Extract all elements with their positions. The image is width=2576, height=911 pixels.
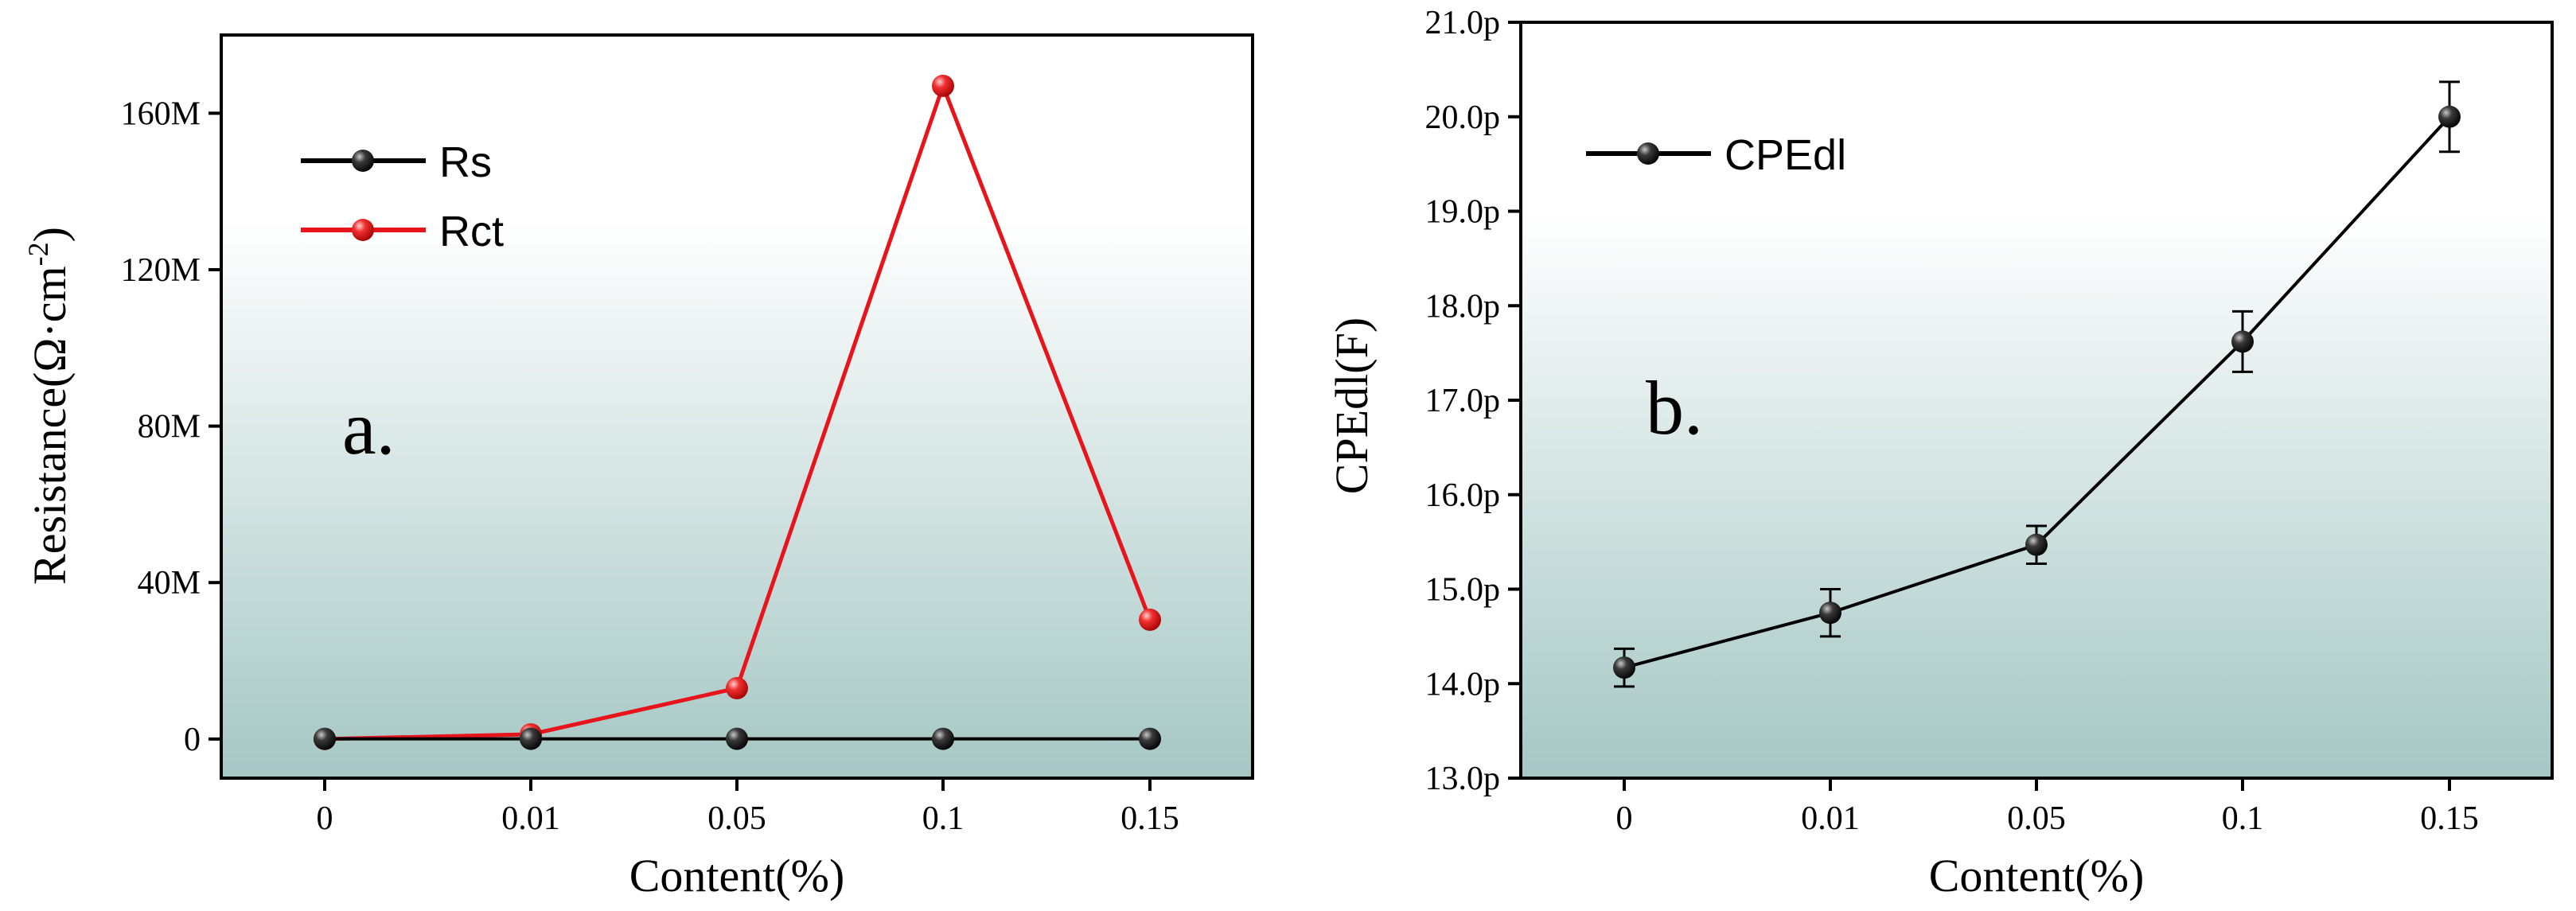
legend-marker-rct bbox=[352, 219, 374, 241]
chart-panel-b: 13.0p 14.0p 15.0p 16.0p 17.0p 18.0p 19.0p 20.0p… bbox=[1326, 5, 2554, 901]
data-points-b bbox=[1613, 105, 2461, 679]
x-tick-label: 0.01 bbox=[501, 800, 560, 837]
x-tick-label: 0.05 bbox=[707, 800, 766, 837]
axes-a: 0 40M 80M 120M 160M 0 0.01 0.05 0.1 0.15 bbox=[121, 95, 1179, 837]
x-tick-label: 0.15 bbox=[1120, 800, 1179, 837]
x-axis-title-b: Content(%) bbox=[1929, 850, 2145, 901]
legend-label-rs: Rs bbox=[439, 138, 492, 186]
data-point-cpedl bbox=[2025, 533, 2048, 556]
y-tick-label: 160M bbox=[121, 95, 201, 132]
legend-a: Rs Rct bbox=[301, 138, 504, 255]
legend-label-cpedl: CPEdl bbox=[1724, 131, 1846, 179]
legend-marker-cpedl bbox=[1637, 142, 1659, 165]
x-tick-label: 0 bbox=[1616, 800, 1633, 837]
x-tick-label: 0.1 bbox=[922, 800, 965, 837]
data-point-rs bbox=[1139, 727, 1161, 750]
x-axis-title-a: Content(%) bbox=[629, 850, 845, 901]
y-tick-label: 14.0p bbox=[1425, 666, 1501, 703]
y-axis-title-b: CPEdl(F) bbox=[1326, 317, 1378, 494]
y-tick-label: 19.0p bbox=[1425, 194, 1501, 231]
y-tick-label: 13.0p bbox=[1425, 761, 1501, 797]
data-point-rs bbox=[726, 727, 748, 750]
axes-b: 13.0p 14.0p 15.0p 16.0p 17.0p 18.0p 19.0p 20.0p… bbox=[1425, 5, 2479, 837]
data-points-a bbox=[314, 74, 1161, 750]
x-tick-label: 0.05 bbox=[2007, 800, 2066, 837]
data-point-rs bbox=[520, 727, 542, 750]
data-point-rct bbox=[932, 74, 954, 97]
y-tick-label: 18.0p bbox=[1425, 288, 1501, 325]
y-tick-label: 0 bbox=[184, 722, 201, 758]
panel-label-a: a. bbox=[342, 385, 396, 470]
x-tick-label: 0.15 bbox=[2420, 800, 2479, 837]
data-point-cpedl bbox=[1819, 601, 1841, 625]
y-tick-label: 40M bbox=[138, 565, 201, 601]
data-point-rct bbox=[726, 676, 748, 699]
y-tick-label: 15.0p bbox=[1425, 572, 1501, 609]
x-tick-label: 0.1 bbox=[2222, 800, 2264, 837]
plot-area-b bbox=[1519, 21, 2554, 780]
x-tick-label: 0.01 bbox=[1801, 800, 1860, 837]
data-point-cpedl bbox=[2231, 330, 2254, 353]
legend-label-rct: Rct bbox=[439, 208, 504, 255]
y-tick-label: 21.0p bbox=[1425, 5, 1501, 41]
y-axis-title-a: Resistance(Ω·cm-2) bbox=[22, 227, 76, 585]
y-tick-label: 16.0p bbox=[1425, 477, 1501, 514]
y-tick-label: 20.0p bbox=[1425, 99, 1501, 136]
legend-marker-rs bbox=[352, 150, 374, 172]
panel-label-b: b. bbox=[1646, 365, 1703, 450]
data-point-rs bbox=[314, 727, 336, 750]
y-tick-label: 80M bbox=[138, 409, 201, 446]
data-point-cpedl bbox=[2438, 105, 2461, 128]
data-point-rs bbox=[932, 727, 954, 750]
x-tick-label: 0 bbox=[317, 800, 333, 837]
legend-b: CPEdl bbox=[1586, 131, 1846, 179]
y-tick-label: 120M bbox=[121, 252, 201, 289]
error-bars-b bbox=[1614, 80, 2460, 688]
data-point-cpedl bbox=[1613, 656, 1635, 679]
chart-panel-a: 0 40M 80M 120M 160M 0 0.01 0.05 0.1 0.15 a. Rs Rc… bbox=[22, 33, 1254, 901]
data-point-rct bbox=[1139, 608, 1161, 631]
y-tick-label: 17.0p bbox=[1425, 383, 1501, 419]
